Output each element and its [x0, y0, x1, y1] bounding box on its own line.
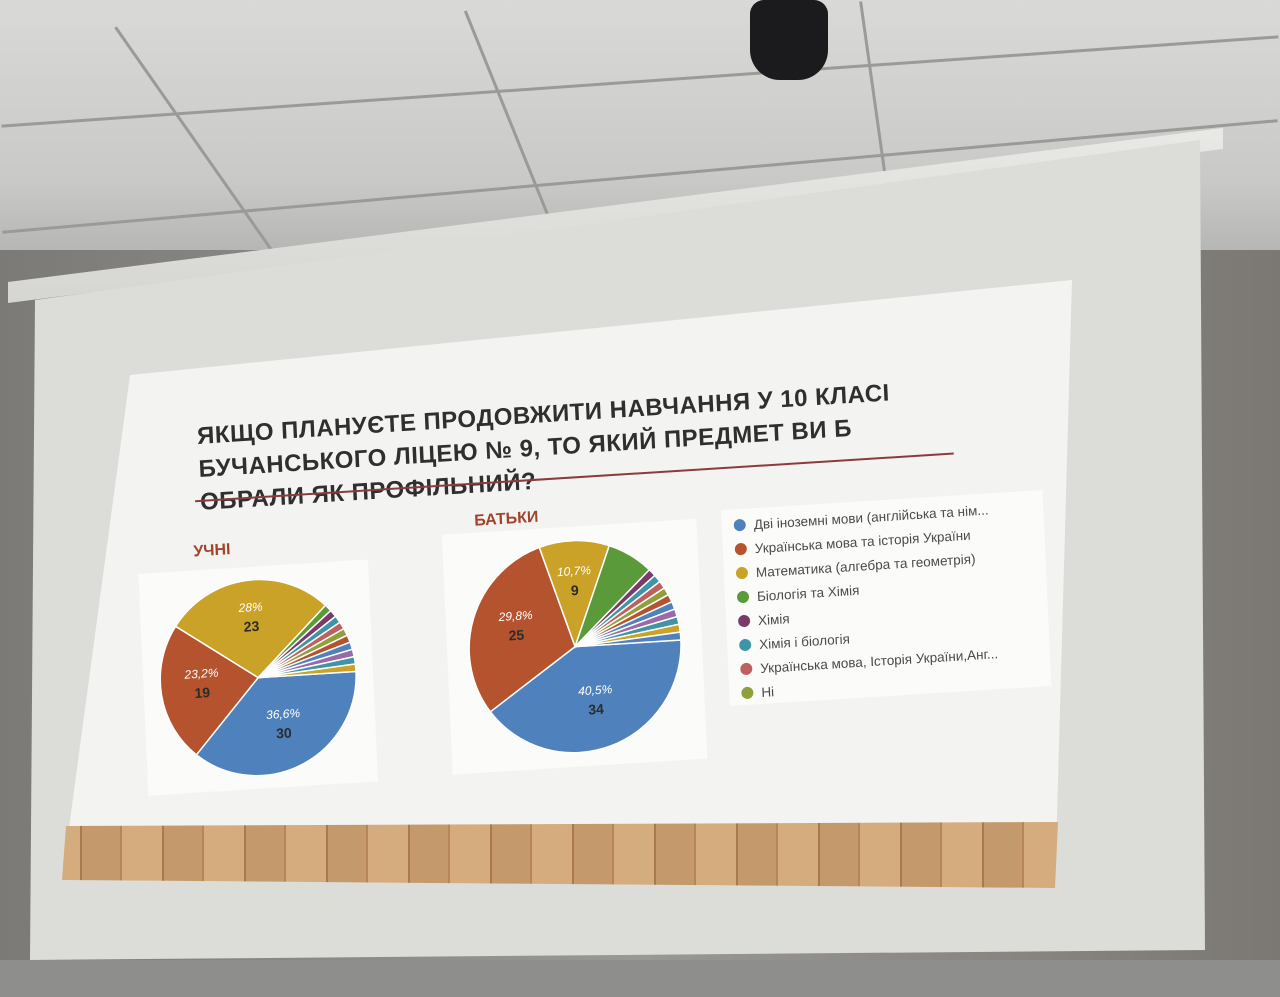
legend-dot-icon — [737, 614, 751, 628]
data-label-value: 34 — [588, 701, 604, 718]
legend-dot-icon — [734, 542, 748, 556]
pie-students: 36,6% 30 23,2% 19 28% 23 — [159, 578, 357, 777]
data-label-percent: 10,7% — [557, 563, 592, 579]
legend-dot-icon — [736, 590, 750, 604]
legend-dot-icon — [738, 638, 752, 652]
pie-slice — [575, 631, 682, 648]
legend-dot-icon — [733, 518, 747, 532]
slide-title: ЯКЩО ПЛАНУЄТЕ ПРОДОВЖИТИ НАВЧАННЯ У 10 К… — [196, 379, 891, 516]
data-label-percent: 40,5% — [578, 682, 613, 698]
legend: Дві іноземні мови (англійська та нім... У… — [721, 490, 1052, 707]
pie-slice — [258, 663, 357, 679]
data-label-value: 25 — [508, 627, 524, 644]
data-label-percent: 23,2% — [183, 666, 219, 682]
legend-dot-icon — [741, 686, 754, 700]
legend-label: Ні — [761, 683, 775, 700]
data-label-value: 30 — [276, 724, 292, 741]
pie-slice — [195, 670, 357, 777]
data-label-percent: 29,8% — [497, 608, 533, 624]
wood-floor-decoration — [62, 822, 1058, 888]
pie-parents: 40,5% 34 29,8% 25 10,7% 9 — [468, 539, 682, 754]
data-label-percent: 28% — [237, 600, 263, 616]
legend-label: Хімія і біологія — [758, 630, 851, 652]
chart-students: 36,6% 30 23,2% 19 28% 23 — [138, 559, 378, 796]
pie-slice — [538, 539, 611, 649]
data-label-value: 23 — [243, 618, 259, 635]
data-label-percent: 36,6% — [266, 706, 301, 722]
legend-dot-icon — [740, 662, 753, 676]
ceiling-camera — [750, 0, 828, 80]
pie-slice — [174, 578, 327, 679]
legend-label: Біологія та Хімія — [756, 582, 860, 604]
pie-slice — [159, 625, 260, 756]
chart-parents: 40,5% 34 29,8% 25 10,7% 9 — [441, 518, 708, 775]
pie-slice — [489, 639, 682, 754]
legend-label: Хімія — [757, 610, 790, 628]
data-label-value: 9 — [571, 582, 580, 598]
legend-dot-icon — [735, 566, 749, 580]
chart-title-students: УЧНІ — [193, 541, 231, 561]
chart-title-parents: БАТЬКИ — [473, 508, 539, 530]
pie-slice — [468, 546, 576, 713]
data-label-value: 19 — [194, 684, 210, 701]
